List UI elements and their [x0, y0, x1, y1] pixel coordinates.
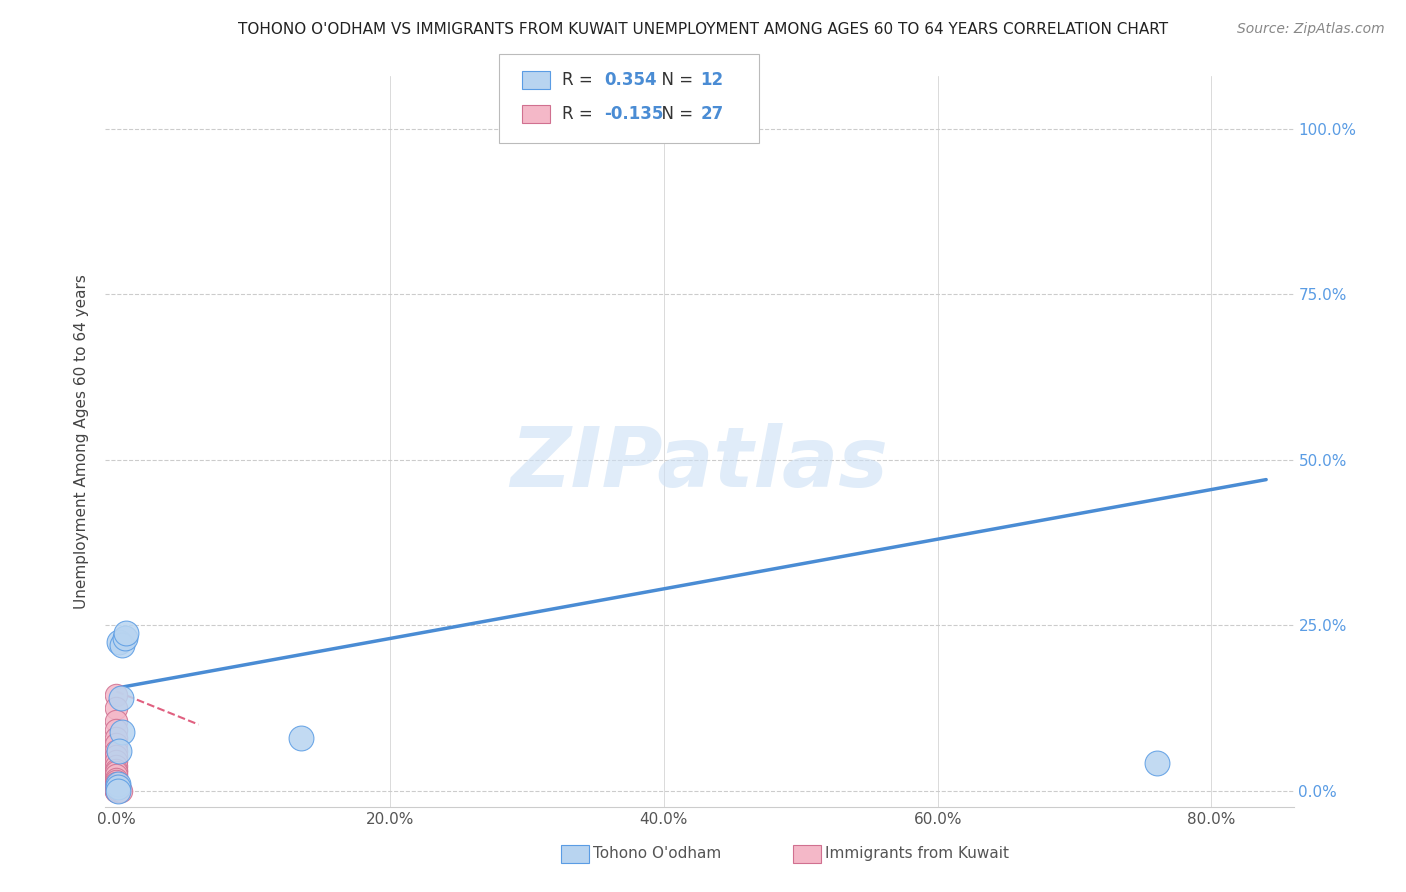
Point — [105, 778, 128, 792]
Point — [107, 782, 129, 797]
Text: 12: 12 — [700, 71, 723, 89]
Text: TOHONO O'ODHAM VS IMMIGRANTS FROM KUWAIT UNEMPLOYMENT AMONG AGES 60 TO 64 YEARS : TOHONO O'ODHAM VS IMMIGRANTS FROM KUWAIT… — [238, 22, 1168, 37]
Point — [110, 783, 132, 797]
Point — [105, 763, 128, 777]
Text: Tohono O'odham: Tohono O'odham — [593, 847, 721, 861]
Point — [105, 772, 128, 786]
Text: 27: 27 — [700, 105, 724, 123]
Point — [111, 725, 134, 739]
Point — [105, 749, 128, 764]
Text: R =: R = — [562, 71, 599, 89]
Point — [107, 781, 129, 796]
Text: R =: R = — [562, 105, 599, 123]
Point — [105, 776, 128, 790]
Point — [107, 779, 129, 793]
Point — [107, 783, 129, 797]
Point — [105, 744, 128, 758]
Point — [107, 777, 129, 791]
Point — [108, 744, 131, 758]
Point — [105, 688, 128, 702]
Text: 0.354: 0.354 — [605, 71, 657, 89]
Point — [114, 632, 136, 646]
Point — [108, 783, 131, 797]
Point — [107, 783, 129, 797]
Point — [105, 783, 128, 797]
Point — [108, 634, 131, 648]
Point — [290, 731, 312, 745]
Point — [105, 765, 128, 780]
Text: ZIPatlas: ZIPatlas — [510, 423, 889, 504]
Point — [105, 783, 128, 797]
Point — [1146, 756, 1168, 770]
Text: Source: ZipAtlas.com: Source: ZipAtlas.com — [1237, 22, 1385, 37]
Text: N =: N = — [651, 71, 699, 89]
Point — [105, 723, 128, 737]
Text: N =: N = — [651, 105, 699, 123]
Text: -0.135: -0.135 — [605, 105, 664, 123]
Point — [105, 754, 128, 768]
Point — [111, 638, 134, 652]
Point — [107, 780, 129, 795]
Point — [105, 701, 128, 715]
Point — [105, 738, 128, 752]
Point — [105, 768, 128, 782]
Text: Immigrants from Kuwait: Immigrants from Kuwait — [825, 847, 1010, 861]
Point — [110, 691, 132, 706]
Point — [105, 758, 128, 772]
Point — [105, 731, 128, 745]
Point — [105, 779, 128, 793]
Point — [105, 714, 128, 729]
Point — [105, 773, 128, 788]
Point — [107, 780, 129, 795]
Point — [115, 626, 138, 640]
Y-axis label: Unemployment Among Ages 60 to 64 years: Unemployment Among Ages 60 to 64 years — [75, 274, 90, 609]
